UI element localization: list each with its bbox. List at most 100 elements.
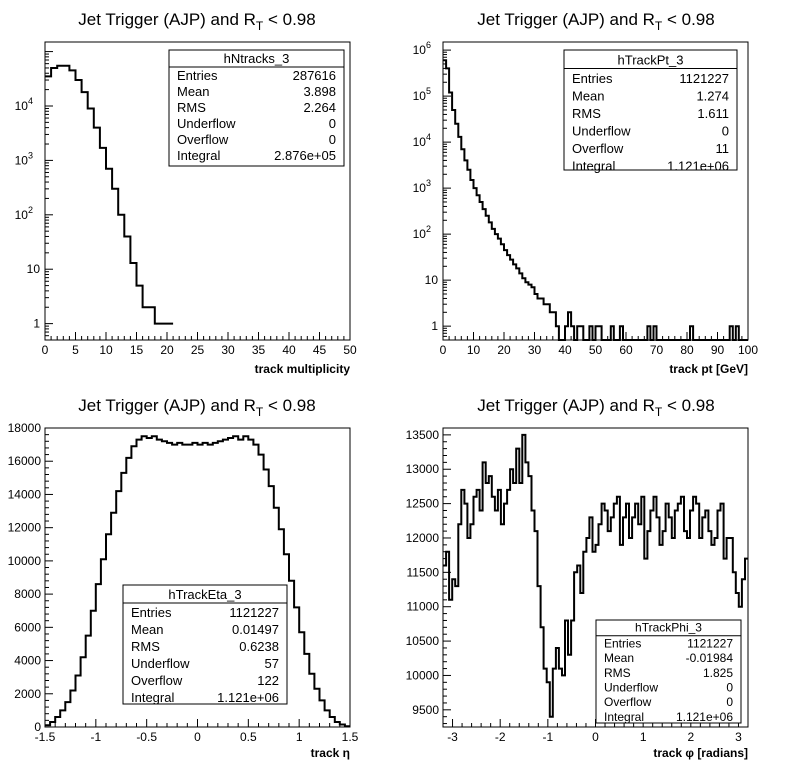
- chart-title-main: Jet Trigger (AJP) and R: [477, 10, 655, 29]
- x-tick-label: 5: [72, 343, 79, 357]
- stats-row-value: 0: [329, 116, 336, 131]
- stats-row-value: 1.825: [703, 666, 733, 680]
- x-tick-label: 40: [558, 343, 572, 357]
- y-tick-label: 12000: [406, 531, 440, 545]
- stats-row-label: Entries: [604, 636, 641, 650]
- y-tick-label: 10000: [8, 554, 42, 568]
- chart-panel-3: Jet Trigger (AJP) and RT < 0.98 -1.5 -1 -0.…: [8, 396, 359, 760]
- x-axis-label: track η: [311, 746, 350, 760]
- x-tick-label: 0.5: [240, 730, 257, 744]
- stats-row-value: 1.274: [696, 89, 729, 104]
- stats-row-value: 11: [716, 141, 730, 156]
- y-tick-label: 105: [413, 86, 431, 103]
- stats-row-label: RMS: [131, 639, 160, 654]
- stats-row-label: Mean: [604, 651, 634, 665]
- x-tick-label: 45: [313, 343, 327, 357]
- x-tick-label: 60: [619, 343, 633, 357]
- stats-box-name: hTrackPt_3: [618, 53, 684, 68]
- stats-row-value: 57: [265, 656, 279, 671]
- y-tick-label: 103: [413, 178, 431, 195]
- y-tick-label: 13000: [406, 462, 440, 476]
- stats-row-label: Overflow: [604, 695, 652, 709]
- histogram-series: [45, 64, 174, 325]
- x-tick-label: 0: [194, 730, 201, 744]
- y-tick-label: 10000: [406, 668, 440, 682]
- stats-box: hTrackEta_3 Entries 1121227 Mean 0.01497 RMS 0…: [122, 584, 288, 705]
- chart-title-main: Jet Trigger (AJP) and R: [78, 396, 256, 415]
- chart-title-main: Jet Trigger (AJP) and R: [78, 10, 256, 29]
- x-tick-label: 0: [42, 343, 49, 357]
- stats-row-value: -0.01984: [686, 651, 734, 665]
- y-tick-label: 2000: [14, 687, 41, 701]
- stats-box: hNtracks_3 Entries 287616 Mean 3.898 RMS 2.264…: [168, 49, 345, 167]
- y-tick-exponent: 4: [426, 132, 431, 142]
- y-tick-label: 11000: [407, 600, 440, 614]
- stats-row-value: 1.121e+06: [217, 690, 279, 705]
- stats-row-label: Overflow: [572, 141, 624, 156]
- y-tick-label: 10: [27, 262, 41, 276]
- x-tick-label: 80: [680, 343, 694, 357]
- chart-title-tail: < 0.98: [263, 10, 315, 29]
- x-tick-label: 20: [160, 343, 174, 357]
- stats-row-value: 1121227: [229, 605, 279, 620]
- chart-title: Jet Trigger (AJP) and RT < 0.98: [477, 10, 714, 33]
- stats-row-label: Underflow: [177, 116, 236, 131]
- stats-box-name: hNtracks_3: [224, 51, 290, 66]
- stats-row-label: RMS: [604, 666, 631, 680]
- y-tick-base: 10: [413, 89, 427, 103]
- stats-row-label: Integral: [604, 710, 644, 724]
- x-tick-label: 20: [497, 343, 511, 357]
- x-tick-label: 70: [650, 343, 664, 357]
- x-tick-label: 1.5: [342, 730, 359, 744]
- y-tick-label: 16000: [8, 454, 42, 468]
- stats-row-label: Mean: [177, 84, 210, 99]
- x-tick-label: 30: [221, 343, 235, 357]
- x-tick-label: 15: [130, 343, 144, 357]
- y-tick-label: 102: [413, 224, 431, 241]
- y-tick-label: 12500: [406, 497, 440, 511]
- chart-title-main: Jet Trigger (AJP) and R: [477, 396, 655, 415]
- x-tick-label: -3: [447, 730, 458, 744]
- x-tick-label: 0: [440, 343, 447, 357]
- y-tick-base: 10: [413, 227, 427, 241]
- chart-title-subscript: T: [256, 405, 264, 419]
- y-tick-exponent: 2: [426, 224, 431, 234]
- stats-box-frame: [595, 619, 742, 724]
- stats-box-frame: [122, 584, 288, 705]
- stats-row-label: Mean: [131, 622, 164, 637]
- x-tick-label: 90: [711, 343, 725, 357]
- histogram-series: [45, 435, 350, 728]
- x-tick-label: 1: [296, 730, 303, 744]
- stats-row-label: Mean: [572, 89, 605, 104]
- chart-title: Jet Trigger (AJP) and RT < 0.98: [78, 10, 315, 33]
- stats-row-label: Integral: [131, 690, 174, 705]
- y-tick-label: 14000: [8, 487, 42, 501]
- stats-row-value: 0: [726, 681, 733, 695]
- x-axis-label: track φ [radians]: [653, 746, 748, 760]
- stats-row-value: 0.6238: [239, 639, 279, 654]
- chart-panel-2: Jet Trigger (AJP) and RT < 0.980 10 20 30 40…: [413, 10, 759, 376]
- x-tick-label: 50: [589, 343, 603, 357]
- y-tick-label: 104: [413, 132, 431, 149]
- stats-row-value: 122: [257, 673, 279, 688]
- x-tick-label: -2: [495, 730, 506, 744]
- y-tick-label: 0: [34, 720, 41, 734]
- x-axis-label: track multiplicity: [255, 362, 351, 376]
- y-tick-exponent: 5: [426, 86, 431, 96]
- stats-row-label: RMS: [572, 106, 601, 121]
- chart-title-tail: < 0.98: [662, 10, 714, 29]
- x-tick-label: 2: [687, 730, 694, 744]
- x-tick-label: 25: [191, 343, 205, 357]
- y-tick-exponent: 2: [28, 205, 33, 215]
- stats-row-label: Entries: [177, 68, 218, 83]
- y-tick-label: 10: [425, 273, 439, 287]
- chart-title-tail: < 0.98: [263, 396, 315, 415]
- stats-row-value: 0: [329, 132, 336, 147]
- x-tick-label: 10: [99, 343, 113, 357]
- stats-box-name: hTrackEta_3: [168, 587, 241, 602]
- y-tick-label: 104: [15, 96, 33, 113]
- stats-row-label: Overflow: [177, 132, 229, 147]
- stats-row-value: 0.01497: [232, 622, 279, 637]
